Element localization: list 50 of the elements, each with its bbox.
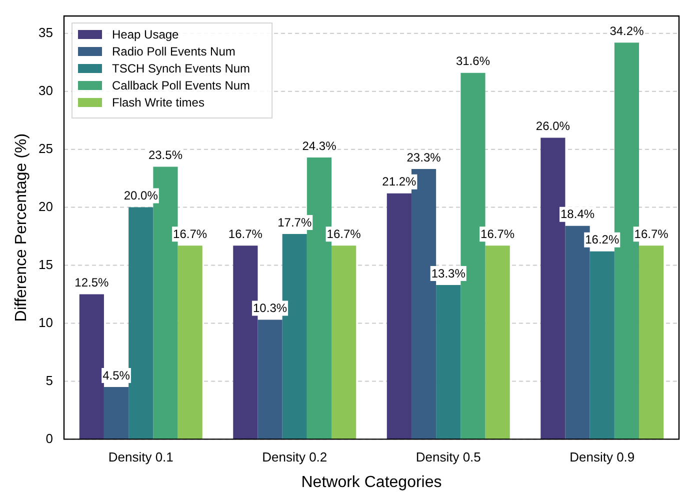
data-label: 13.3% — [431, 266, 466, 280]
x-axis-title: Network Categories — [301, 474, 442, 491]
y-tick-label: 5 — [46, 372, 53, 388]
data-label: 16.2% — [585, 232, 620, 247]
data-label: 16.7% — [480, 226, 515, 241]
data-label: 16.7% — [173, 226, 208, 241]
data-label: 12.5% — [74, 276, 110, 290]
data-label: 24.3% — [302, 138, 337, 153]
bar — [258, 320, 282, 440]
x-tick-label: Density 0.2 — [262, 450, 328, 465]
bar — [178, 246, 202, 440]
y-tick-label: 0 — [46, 430, 53, 446]
y-tick-label: 20 — [38, 198, 53, 214]
legend-label: Radio Poll Events Num — [112, 44, 236, 58]
data-label: 31.6% — [456, 54, 490, 68]
x-tick-label: Density 0.1 — [108, 450, 174, 465]
data-label: 4.5% — [102, 368, 130, 382]
data-label: 23.3% — [406, 150, 442, 164]
data-label: 18.4% — [560, 207, 595, 222]
bar — [128, 207, 154, 440]
legend-label: Heap Usage — [112, 27, 180, 42]
data-label: 23.5% — [148, 148, 183, 162]
data-label: 16.7% — [228, 226, 263, 241]
bar — [104, 387, 129, 440]
x-tick-label: Density 0.9 — [570, 450, 635, 465]
bar — [386, 193, 412, 440]
y-tick-label: 10 — [38, 314, 53, 330]
bar — [79, 294, 104, 440]
bar — [639, 246, 664, 440]
data-label: 16.7% — [326, 226, 362, 241]
y-tick-label: 30 — [38, 82, 53, 98]
legend-label: Callback Poll Events Num — [112, 78, 250, 92]
legend-label: TSCH Synch Events Num — [112, 61, 250, 76]
y-tick-label: 15 — [38, 256, 53, 272]
bar — [436, 284, 461, 440]
y-tick-label: 25 — [38, 140, 53, 156]
bar — [485, 246, 510, 440]
data-label: 10.3% — [253, 301, 288, 316]
data-label: 21.2% — [382, 174, 417, 189]
data-label: 16.7% — [634, 226, 669, 241]
y-tick-label: 35 — [38, 24, 53, 40]
data-label: 17.7% — [278, 215, 312, 230]
legend-label: Flash Write times — [112, 95, 204, 110]
bar — [332, 246, 356, 440]
y-axis-title: Difference Percentage (%) — [13, 133, 30, 322]
data-label: 34.2% — [610, 24, 644, 38]
bar — [590, 251, 614, 440]
data-label: 20.0% — [124, 188, 158, 203]
x-tick-label: Density 0.5 — [416, 450, 481, 465]
data-label: 26.0% — [536, 119, 570, 134]
